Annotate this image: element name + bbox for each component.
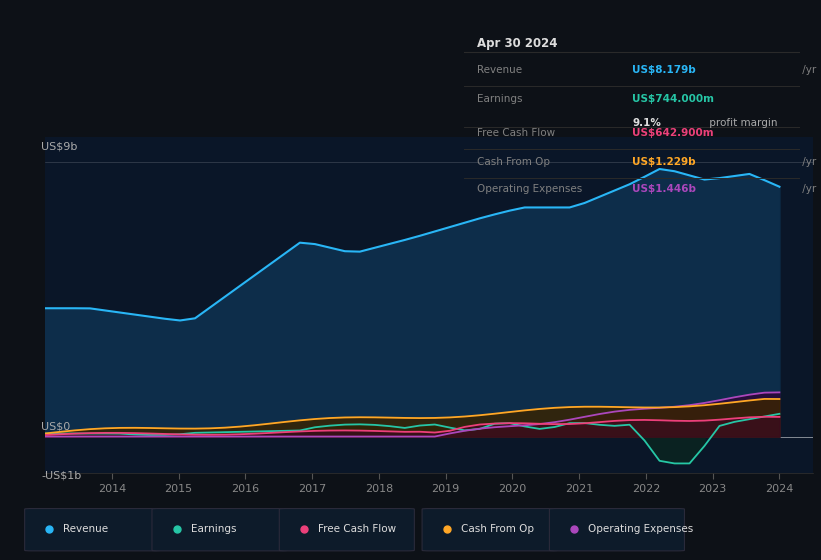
- Text: US$9b: US$9b: [41, 142, 78, 152]
- FancyBboxPatch shape: [25, 508, 159, 551]
- Text: profit margin: profit margin: [706, 118, 777, 128]
- Text: Operating Expenses: Operating Expenses: [588, 524, 693, 534]
- Text: Earnings: Earnings: [190, 524, 236, 534]
- Text: Revenue: Revenue: [63, 524, 108, 534]
- Text: US$1.446b: US$1.446b: [632, 184, 696, 194]
- FancyBboxPatch shape: [422, 508, 557, 551]
- Text: Free Cash Flow: Free Cash Flow: [318, 524, 396, 534]
- FancyBboxPatch shape: [152, 508, 287, 551]
- Text: Cash From Op: Cash From Op: [477, 157, 550, 167]
- Text: -US$1b: -US$1b: [41, 470, 81, 480]
- Text: /yr: /yr: [799, 184, 816, 194]
- Text: US$1.229b: US$1.229b: [632, 157, 695, 167]
- Text: US$0: US$0: [41, 422, 71, 432]
- Text: US$642.900m: US$642.900m: [632, 128, 713, 138]
- Text: US$8.179b: US$8.179b: [632, 65, 696, 75]
- Text: Free Cash Flow: Free Cash Flow: [477, 128, 556, 138]
- FancyBboxPatch shape: [549, 508, 685, 551]
- FancyBboxPatch shape: [279, 508, 415, 551]
- Text: Cash From Op: Cash From Op: [461, 524, 534, 534]
- Text: US$744.000m: US$744.000m: [632, 95, 714, 105]
- Text: 9.1%: 9.1%: [632, 118, 661, 128]
- Text: Revenue: Revenue: [477, 65, 522, 75]
- Text: /yr: /yr: [799, 157, 816, 167]
- Text: Earnings: Earnings: [477, 95, 523, 105]
- Text: Operating Expenses: Operating Expenses: [477, 184, 583, 194]
- Text: Apr 30 2024: Apr 30 2024: [477, 37, 557, 50]
- Text: /yr: /yr: [799, 65, 816, 75]
